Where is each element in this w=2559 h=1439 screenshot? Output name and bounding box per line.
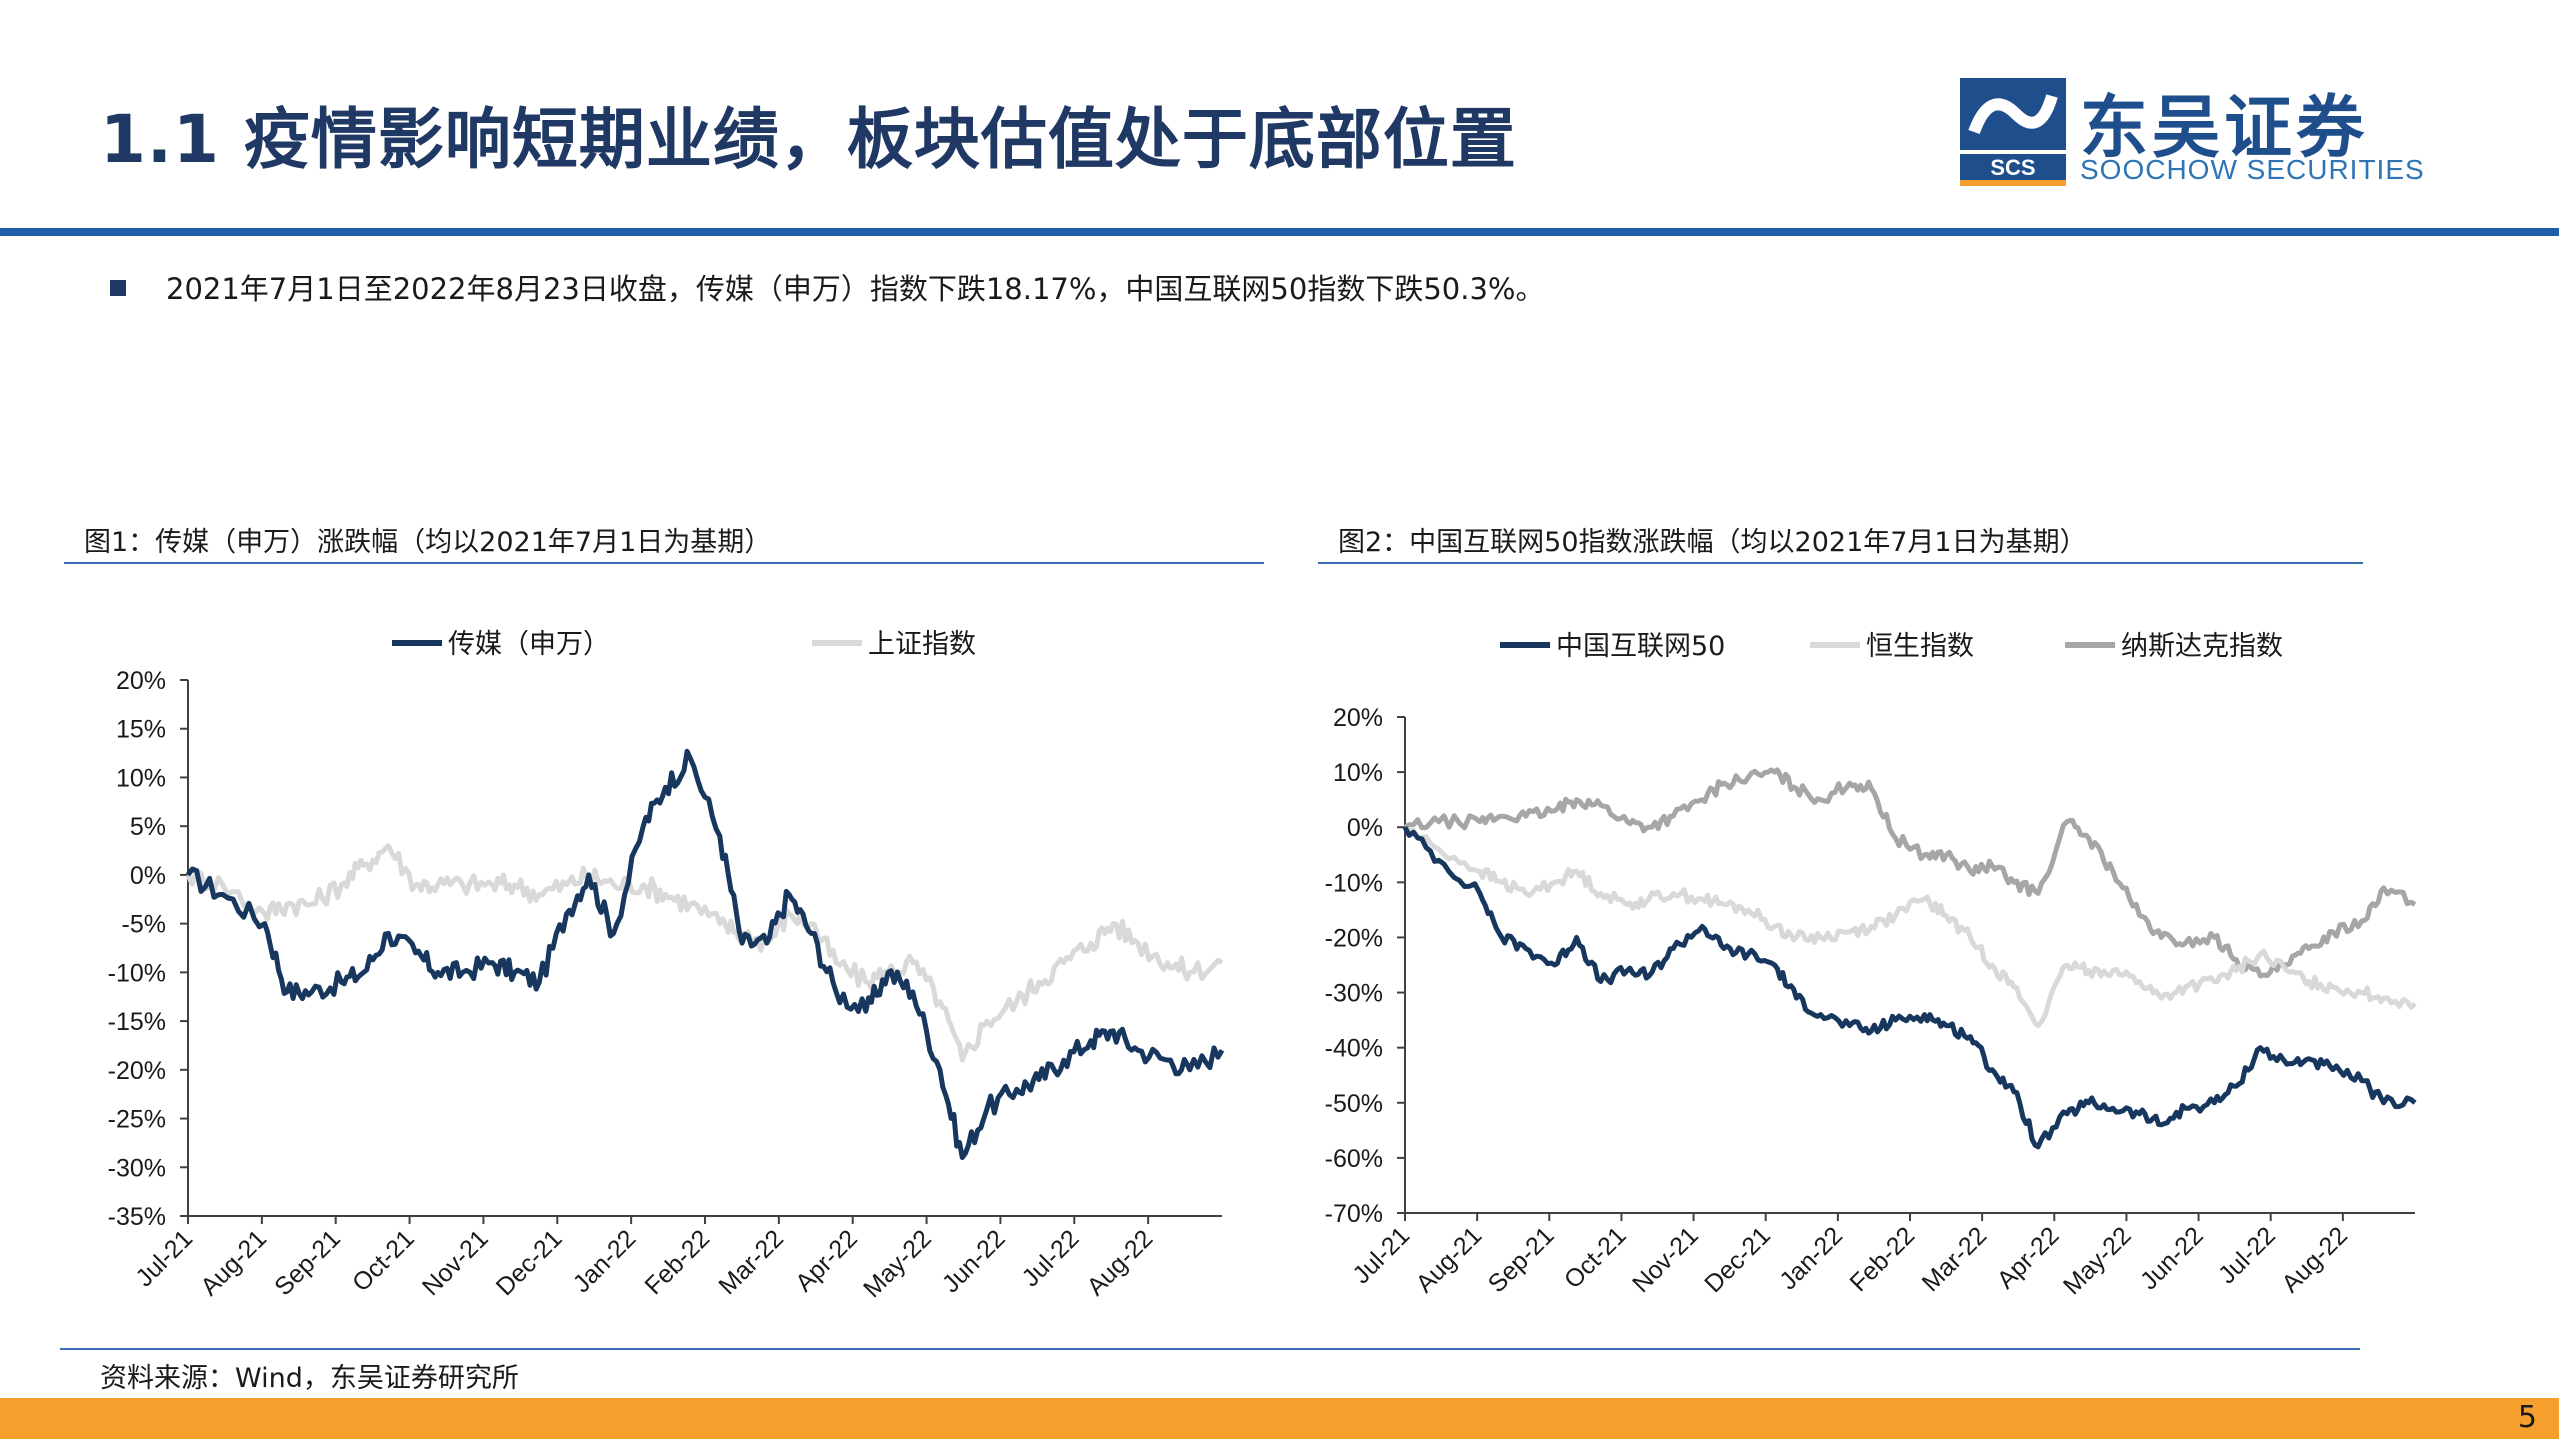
legend-label: 传媒（申万） (448, 629, 610, 660)
y-tick-label: 20% (116, 667, 166, 695)
figure2-title: 图2：中国互联网50指数涨跌幅（均以2021年7月1日为基期） (1338, 527, 2087, 558)
x-tick-label: Jan-22 (568, 1224, 642, 1298)
y-tick-label: -50% (1325, 1090, 1383, 1118)
x-tick-label: Jul-21 (1347, 1221, 1415, 1289)
y-tick-label: -20% (1325, 924, 1383, 952)
y-tick-label: 10% (1333, 759, 1383, 787)
charts-canvas: 20% 15% 10% 5% 0% -5% -10% -15% -20% -25% -30% -35%… (108, 629, 2417, 1303)
bullet-point: 2021年7月1日至2022年8月23日收盘，传媒（申万）指数下跌18.17%，… (110, 266, 1544, 308)
scs-logo-icon: SCS (1960, 78, 2066, 186)
y-tick-label: -70% (1325, 1200, 1383, 1228)
y-tick-label: -5% (122, 911, 166, 939)
x-tick-label: Dec-21 (1699, 1221, 1776, 1298)
y-tick-label: 5% (130, 813, 166, 841)
x-tick-label: Jun-22 (937, 1224, 1011, 1298)
series-line-0 (1402, 826, 2417, 1150)
y-tick-label: -15% (108, 1008, 166, 1036)
y-tick-label: 0% (1347, 814, 1383, 842)
y-tick-label: -30% (108, 1154, 166, 1182)
page-number: 5 (2517, 1400, 2537, 1435)
source-note: 资料来源：Wind，东吴证券研究所 (100, 1363, 519, 1394)
x-tick-label: Sep-21 (269, 1224, 346, 1301)
x-tick-label: Jul-21 (130, 1224, 198, 1292)
x-tick-label: Aug-22 (2276, 1221, 2353, 1298)
series-line-0 (185, 748, 1225, 1160)
bullet-square-icon (110, 280, 126, 296)
figure1-title: 图1：传媒（申万）涨跌幅（均以2021年7月1日为基期） (84, 527, 772, 558)
legend-label: 中国互联网50 (1556, 631, 1725, 662)
company-logo: SCS 东吴证券 SOOCHOW SECURITIES (1960, 78, 2424, 188)
bullet-text: 2021年7月1日至2022年8月23日收盘，传媒（申万）指数下跌18.17%，… (166, 272, 1545, 306)
logo-mark-text: SCS (1990, 155, 2035, 180)
x-tick-label: Mar-22 (713, 1224, 789, 1300)
y-tick-label: 0% (130, 862, 166, 890)
series-line-1 (1403, 825, 2417, 1029)
x-tick-label: Apr-22 (790, 1224, 863, 1297)
figure1-rule (64, 562, 1264, 564)
footer-bar (0, 1398, 2559, 1439)
x-tick-label: Sep-21 (1483, 1221, 1560, 1298)
x-tick-label: Nov-21 (417, 1224, 494, 1301)
x-tick-label: Nov-21 (1627, 1221, 1704, 1298)
x-tick-label: Dec-21 (491, 1224, 568, 1301)
legend-label: 恒生指数 (1866, 631, 1974, 662)
x-tick-label: Jan-22 (1774, 1221, 1848, 1295)
x-tick-label: Aug-21 (1411, 1221, 1488, 1298)
x-tick-label: Jun-22 (2135, 1221, 2209, 1295)
x-tick-label: Mar-22 (1917, 1221, 1993, 1297)
header-divider (0, 228, 2559, 236)
y-tick-label: -40% (1325, 1035, 1383, 1063)
y-tick-label: -60% (1325, 1145, 1383, 1173)
x-tick-label: Jul-22 (1017, 1224, 1085, 1292)
figure2-rule (1318, 562, 2363, 564)
series-line-1 (185, 843, 1224, 1063)
y-tick-label: 15% (116, 716, 166, 744)
y-tick-label: -20% (108, 1057, 166, 1085)
y-tick-label: -25% (108, 1106, 166, 1134)
x-tick-label: Feb-22 (639, 1224, 715, 1300)
x-tick-label: Oct-21 (1559, 1221, 1632, 1294)
x-tick-label: May-22 (858, 1224, 937, 1303)
footer-divider (60, 1348, 2360, 1350)
x-tick-label: Aug-21 (195, 1224, 272, 1301)
y-tick-label: -30% (1325, 980, 1383, 1008)
legend-label: 上证指数 (868, 629, 976, 660)
x-tick-label: Aug-22 (1082, 1224, 1159, 1301)
x-tick-label: Feb-22 (1844, 1221, 1920, 1297)
y-tick-label: 20% (1333, 704, 1383, 732)
y-tick-label: -10% (1325, 869, 1383, 897)
page-title: 1.1 疫情影响短期业绩，板块估值处于底部位置 (100, 101, 1517, 178)
x-tick-label: Jul-22 (2213, 1221, 2281, 1289)
y-tick-label: -10% (108, 959, 166, 987)
series-line-2 (1403, 767, 2417, 979)
y-tick-label: -35% (108, 1203, 166, 1231)
x-tick-label: Oct-21 (347, 1224, 420, 1297)
x-tick-label: May-22 (2058, 1221, 2137, 1300)
x-tick-label: Apr-22 (1992, 1221, 2065, 1294)
legend-label: 纳斯达克指数 (2121, 631, 2283, 662)
logo-subtitle: SOOCHOW SECURITIES (2080, 154, 2425, 185)
y-tick-label: 10% (116, 764, 166, 792)
logo-name: 东吴证券 (2080, 89, 2369, 168)
